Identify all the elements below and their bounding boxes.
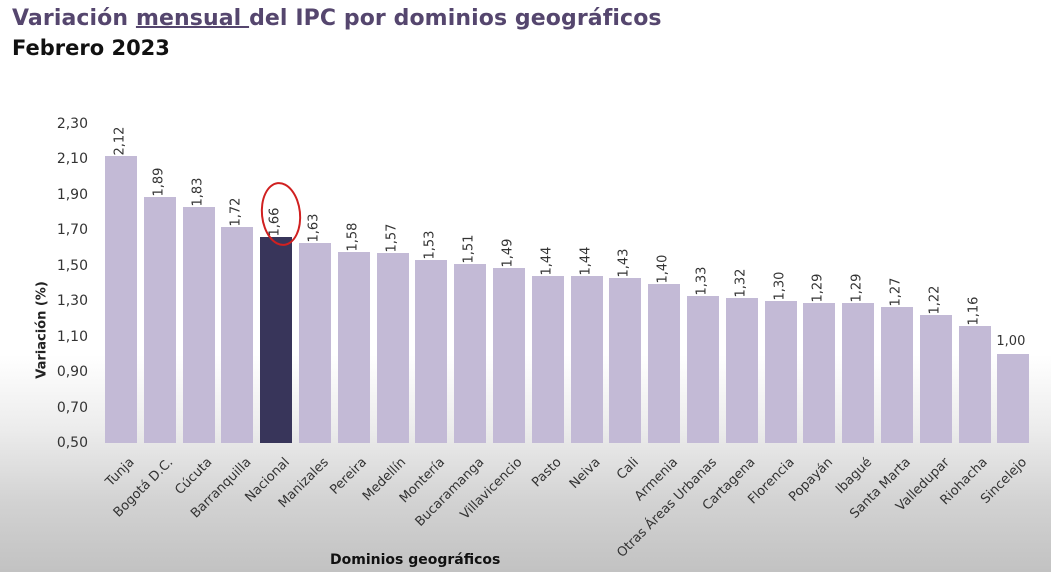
value-label: 1,16 (966, 296, 982, 326)
value-label: 1,27 (888, 277, 904, 307)
bar-riohacha (958, 326, 991, 443)
y-tick-label: 1,50 (56, 257, 88, 274)
bar-valledupar (919, 315, 952, 443)
value-label: 1,29 (810, 273, 826, 303)
value-label: 1,72 (228, 197, 244, 227)
bar-florencia (764, 301, 797, 443)
y-tick-label: 2,30 (56, 116, 88, 132)
value-label: 1,89 (151, 167, 167, 197)
y-tick-label: 1,70 (56, 222, 88, 239)
chart-subtitle: Febrero 2023 (12, 36, 170, 60)
bar-pasto (531, 276, 564, 443)
value-label: 1,22 (927, 285, 943, 315)
bar-cali (609, 278, 642, 443)
value-label: 2,12 (112, 126, 128, 156)
bar-neiva (570, 276, 603, 443)
value-label: 1,00 (996, 334, 1026, 350)
x-tick-label: Pasto (529, 455, 565, 491)
bar-santa-marta (881, 306, 913, 443)
bar-medellín (376, 253, 409, 443)
title-underlined-word: mensual (135, 6, 250, 31)
bar-sincelejo (997, 354, 1030, 443)
value-label: 1,33 (694, 266, 710, 296)
bar-cartagena (725, 297, 758, 443)
y-tick-label: 0,70 (56, 399, 88, 416)
y-tick-label: 2,10 (56, 151, 88, 168)
value-label: 1,32 (733, 268, 749, 298)
title-part: del IPC por dominios geográficos (249, 6, 662, 31)
value-label: 1,43 (616, 248, 632, 278)
bar-cúcuta (182, 207, 215, 443)
x-axis-label: Dominios geográficos (330, 552, 501, 568)
bar-tunja (105, 155, 137, 443)
bar-armenia (648, 283, 681, 443)
value-label: 1,51 (461, 234, 477, 264)
y-tick-label: 1,90 (56, 186, 88, 203)
bar-otras-áreas-urbanas (687, 295, 719, 443)
bar-manizales (299, 242, 331, 443)
bar-ibagué (842, 302, 875, 443)
bar-nacional (260, 237, 293, 443)
value-label: 1,53 (422, 231, 438, 260)
value-label: 1,58 (345, 222, 361, 252)
bar-montería (415, 260, 448, 443)
value-label: 1,83 (190, 177, 206, 207)
bar-barranquilla (221, 226, 254, 443)
y-tick-label: 0,50 (56, 435, 88, 451)
value-label: 1,30 (772, 271, 788, 301)
x-tick-label: Neiva (566, 455, 604, 492)
value-label: 1,29 (849, 273, 865, 303)
value-label: 1,44 (578, 246, 594, 276)
y-tick-label: 0,90 (56, 364, 88, 381)
value-label: 1,63 (306, 213, 322, 243)
y-tick-label: 1,30 (56, 293, 88, 310)
bar-bogotá-d-c- (143, 196, 176, 443)
bar-villavicencio (493, 267, 525, 443)
title-part: Variación (12, 6, 136, 31)
x-tick-label: Cali (614, 455, 643, 483)
bar-bucaramanga (454, 264, 487, 443)
value-label: 1,40 (655, 254, 671, 283)
value-label: 1,44 (539, 246, 555, 276)
bar-popayán (803, 302, 836, 443)
y-tick-label: 1,10 (56, 328, 88, 345)
value-label: 1,57 (384, 223, 400, 253)
chart-title: Variación mensual del IPC por dominios g… (12, 6, 662, 31)
bar-pereira (337, 251, 370, 443)
x-tick-label: Tunja (102, 455, 138, 490)
value-label: 1,49 (500, 238, 516, 268)
